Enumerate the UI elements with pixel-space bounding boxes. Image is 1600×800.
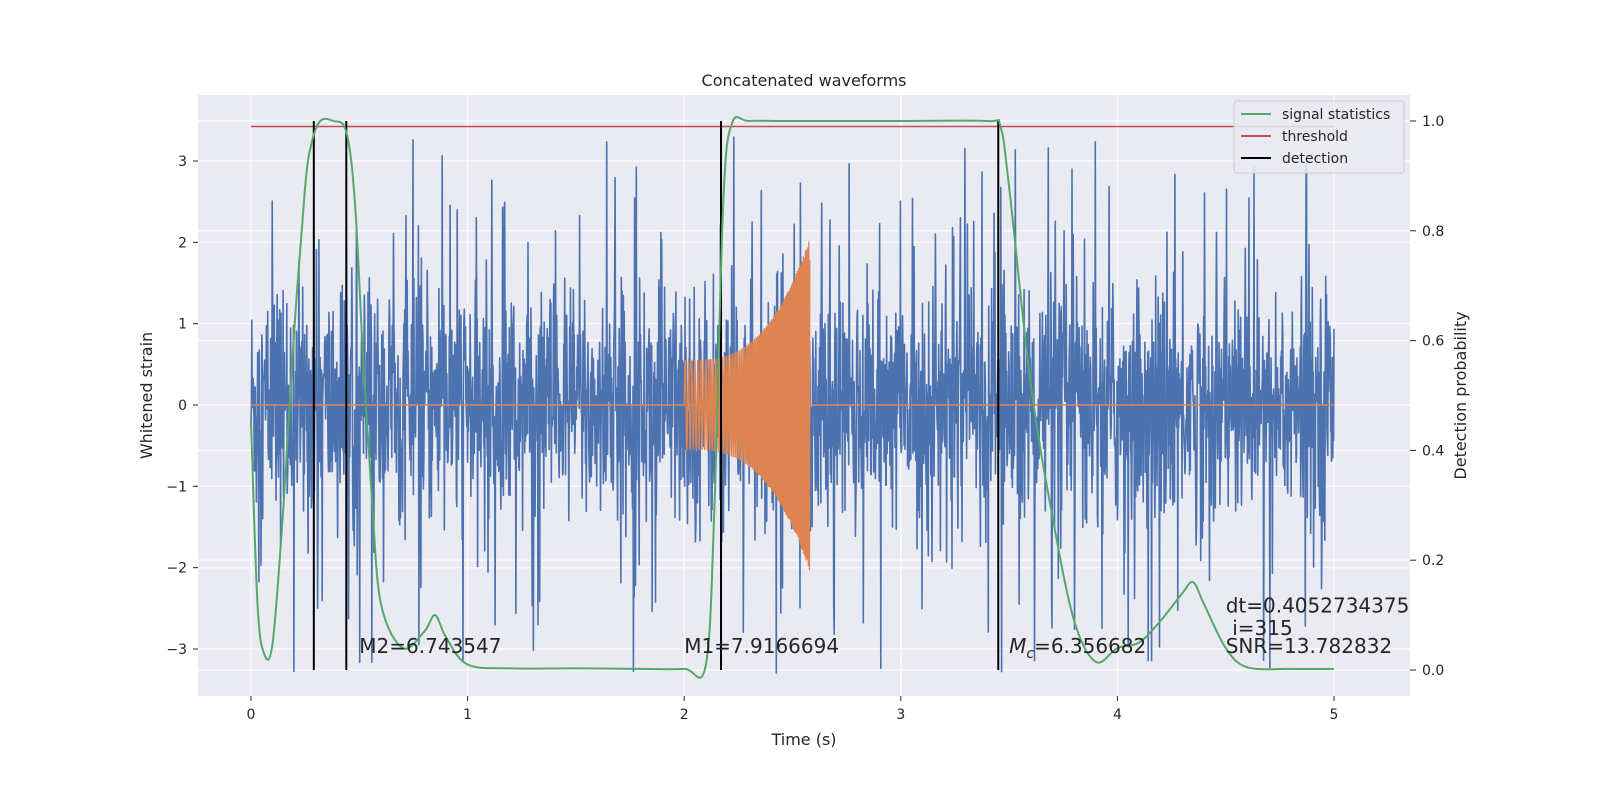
y-axis-ticks: −3 −2 −1 0 1 2 3	[166, 154, 198, 658]
legend-label-signal-statistics: signal statistics	[1282, 107, 1390, 123]
y-tick-label: 2	[178, 235, 187, 251]
detection-lines	[312, 121, 1000, 670]
x-tick-label: 0	[247, 707, 256, 723]
legend-label-detection: detection	[1282, 151, 1348, 167]
y-tick-label: −2	[166, 561, 187, 577]
chart-title: Concatenated waveforms	[702, 71, 907, 90]
y2-tick-label: 0.4	[1422, 443, 1444, 459]
annotation-5: SNR=13.782832	[1226, 634, 1392, 658]
y2-axis-ticks: 0.0 0.2 0.4 0.6 0.8 1.0	[1410, 114, 1444, 679]
annotation-0: M2=6.743547	[359, 634, 501, 658]
y2-tick-label: 0.8	[1422, 224, 1444, 240]
y-tick-label: −1	[166, 479, 187, 495]
y2-tick-label: 1.0	[1422, 114, 1444, 130]
y2-tick-label: 0.2	[1422, 553, 1444, 569]
x-axis-ticks: 0 1 2 3 4 5	[247, 696, 1339, 723]
annotations: M2=6.743547 M1=7.9166694 Mc=6.356682 dt=0.4…	[359, 593, 1409, 662]
template-waveform-series	[251, 241, 1334, 571]
y2-axis-label: Detection probability	[1451, 311, 1470, 479]
x-axis-label: Time (s)	[770, 730, 836, 749]
y2-tick-label: 0.0	[1422, 663, 1444, 679]
plot-axes: 0 1 2 3 4 5 −3 −2 −1 0 1 2 3 0.0 0.2 0.4 0.6 0.8 1.0 M2=…	[166, 95, 1444, 723]
y-tick-label: 1	[178, 317, 187, 333]
legend: signal statistics threshold detection	[1233, 100, 1405, 174]
legend-box	[1233, 100, 1405, 174]
annotation-1: M1=7.9166694	[684, 634, 839, 658]
y-tick-label: 0	[178, 398, 187, 414]
x-tick-label: 2	[680, 707, 689, 723]
x-tick-label: 5	[1330, 707, 1339, 723]
signal-statistics-curve	[250, 115, 1335, 679]
signal-statistics-series	[250, 115, 1335, 679]
annotation-4: i=315	[1232, 616, 1293, 640]
x-tick-label: 3	[896, 707, 905, 723]
y-tick-label: 3	[178, 154, 187, 170]
annotation-2: Mc=6.356682	[1009, 634, 1146, 662]
x-tick-label: 1	[463, 707, 472, 723]
y-tick-label: −3	[166, 642, 187, 658]
annotation-3: dt=0.4052734375	[1226, 593, 1410, 617]
y-axis-label: Whitened strain	[137, 332, 156, 459]
x-tick-label: 4	[1113, 707, 1122, 723]
template-chirp	[683, 241, 811, 571]
y2-tick-label: 0.6	[1422, 334, 1444, 350]
legend-label-threshold: threshold	[1282, 129, 1348, 145]
